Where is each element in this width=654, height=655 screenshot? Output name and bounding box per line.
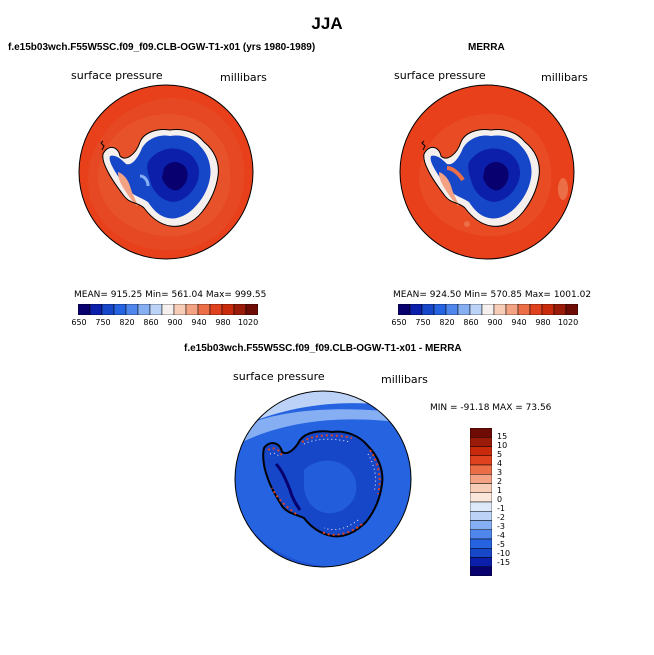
colorbar-cell [421,304,435,315]
cb3-label: -4 [497,531,505,540]
panel2-title: MERRA [468,42,505,53]
cb2-label: 860 [463,318,479,327]
cb2-label: 650 [391,318,407,327]
panel3-units: millibars [381,373,428,386]
colorbar-cell [245,304,258,315]
colorbar-cell [470,548,492,558]
panel3-colorbar-labels: 15 10 5 4 3 2 1 0 -1 -2 -3 -4 -5 -10 -15 [497,432,527,572]
colorbar-cell [409,304,423,315]
colorbar-cell [517,304,531,315]
cb3-label: 5 [497,450,503,459]
panel1-title: f.e15b03wch.F55W5SC.f09_f09.CLB-OGW-T1-x… [8,42,316,53]
panel3-map [234,390,412,568]
cb1-label: 650 [71,318,87,327]
colorbar-cell [197,304,211,315]
cb2-label: 820 [439,318,455,327]
panel2-stats: MEAN= 924.50 Min= 570.85 Max= 1001.02 [393,290,592,300]
cb1-label: 1020 [237,318,259,327]
colorbar-cell [113,304,127,315]
cb1-label: 860 [143,318,159,327]
cb3-label: 10 [497,441,508,450]
colorbar-cell [470,455,492,466]
cb2-label: 980 [535,318,551,327]
colorbar-cell [470,483,492,493]
panel3-title: f.e15b03wch.F55W5SC.f09_f09.CLB-OGW-T1-x… [184,343,462,354]
panel1-variable: surface pressure [71,69,163,82]
cb1-label: 980 [215,318,231,327]
colorbar-cell [161,304,175,315]
cb1-label: 750 [95,318,111,327]
cb1-label: 820 [119,318,135,327]
colorbar-cell [173,304,187,315]
panel1-stats: MEAN= 915.25 Min= 561.04 Max= 999.55 [74,290,267,300]
panel2-colorbar-labels: 650 750 820 860 900 940 980 1020 [388,318,588,330]
panel2-colorbar [398,304,578,315]
cb3-label: 0 [497,495,503,504]
colorbar-cell [470,529,492,540]
colorbar-cell [185,304,199,315]
colorbar-cell [233,304,247,315]
cb3-label: -15 [497,558,511,567]
panel1-colorbar [78,304,258,315]
cb3-label: 1 [497,486,503,495]
cb2-label: 750 [415,318,431,327]
colorbar-cell [481,304,495,315]
cb3-label: 15 [497,432,508,441]
colorbar-cell [209,304,223,315]
colorbar-cell [470,474,492,484]
colorbar-cell [469,304,483,315]
cb2-label: 900 [487,318,503,327]
colorbar-cell [505,304,519,315]
colorbar-cell [470,446,492,456]
panel3-stats: MIN = -91.18 MAX = 73.56 [430,403,552,413]
colorbar-cell [457,304,471,315]
colorbar-cell [470,464,492,475]
colorbar-cell [553,304,567,315]
panel1-map [78,84,254,260]
cb3-label: 4 [497,459,503,468]
colorbar-cell [137,304,151,315]
cb1-label: 900 [167,318,183,327]
colorbar-cell [89,304,103,315]
cb3-label: 3 [497,468,503,477]
cb3-label: -1 [497,504,505,513]
colorbar-cell [445,304,459,315]
panel1-units: millibars [220,71,267,84]
panel2-map [399,84,575,260]
colorbar-cell [470,566,492,576]
colorbar-cell [565,304,578,315]
figure-title: JJA [311,14,343,33]
colorbar-cell [470,428,492,438]
cb3-label: -10 [497,549,511,558]
colorbar-cell [470,538,492,549]
colorbar-cell [101,304,115,315]
colorbar-cell [470,511,492,521]
cb3-label: 2 [497,477,503,486]
cb1-label: 940 [191,318,207,327]
colorbar-cell [78,304,91,315]
cb3-label: -3 [497,522,505,531]
colorbar-cell [221,304,235,315]
colorbar-cell [541,304,555,315]
colorbar-cell [470,501,492,512]
panel3-variable: surface pressure [233,370,325,383]
colorbar-cell [125,304,139,315]
colorbar-cell [149,304,163,315]
cb2-label: 1020 [557,318,579,327]
colorbar-cell [470,492,492,503]
colorbar-cell [529,304,543,315]
panel3-colorbar [470,428,492,576]
cb3-label: -5 [497,540,505,549]
colorbar-cell [470,520,492,530]
colorbar-cell [470,557,492,567]
panel1-colorbar-labels: 650 750 820 860 900 940 980 1020 [68,318,268,330]
panel2-variable: surface pressure [394,69,486,82]
panel2-units: millibars [541,71,588,84]
colorbar-cell [433,304,447,315]
colorbar-cell [398,304,411,315]
cb2-label: 940 [511,318,527,327]
colorbar-cell [470,437,492,447]
cb3-label: -2 [497,513,505,522]
colorbar-cell [493,304,507,315]
